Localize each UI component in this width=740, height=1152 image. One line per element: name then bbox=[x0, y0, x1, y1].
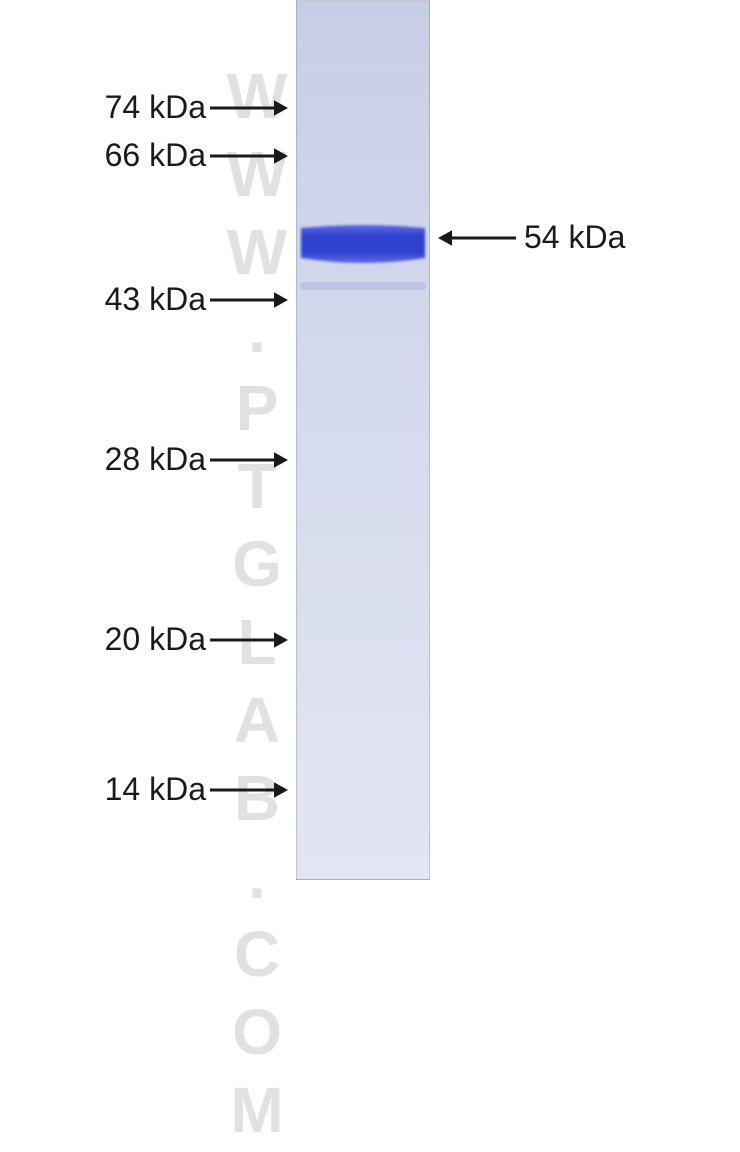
ladder-marker-label: 14 kDa bbox=[105, 771, 206, 808]
sample-marker-row: 54 kDa bbox=[438, 217, 625, 259]
faint-band bbox=[300, 282, 426, 290]
arrow-right-icon bbox=[210, 98, 288, 118]
sample-band bbox=[299, 222, 427, 270]
ladder-marker: 14 kDa bbox=[0, 769, 288, 811]
arrow-right-icon bbox=[210, 146, 288, 166]
ladder-marker-label: 28 kDa bbox=[105, 441, 206, 478]
watermark-text: WWW.PTGLAB.COM bbox=[220, 60, 294, 1152]
ladder-marker: 20 kDa bbox=[0, 619, 288, 661]
arrow-right-icon bbox=[210, 450, 288, 470]
ladder-marker-label: 66 kDa bbox=[105, 137, 206, 174]
ladder-marker-label: 74 kDa bbox=[105, 89, 206, 126]
arrow-right-icon bbox=[210, 780, 288, 800]
ladder-marker-label: 20 kDa bbox=[105, 621, 206, 658]
arrow-right-icon bbox=[210, 630, 288, 650]
ladder-marker: 74 kDa bbox=[0, 87, 288, 129]
ladder-marker-label: 43 kDa bbox=[105, 281, 206, 318]
sample-marker-label: 54 kDa bbox=[524, 219, 625, 256]
ladder-marker: 28 kDa bbox=[0, 439, 288, 481]
arrow-left-icon bbox=[438, 228, 516, 248]
gel-figure: WWW.PTGLAB.COM 74 kDa 66 kDa 43 kDa 28 k… bbox=[0, 0, 740, 880]
gel-lane bbox=[296, 0, 430, 880]
arrow-right-icon bbox=[210, 290, 288, 310]
ladder-marker: 43 kDa bbox=[0, 279, 288, 321]
ladder-marker: 66 kDa bbox=[0, 135, 288, 177]
